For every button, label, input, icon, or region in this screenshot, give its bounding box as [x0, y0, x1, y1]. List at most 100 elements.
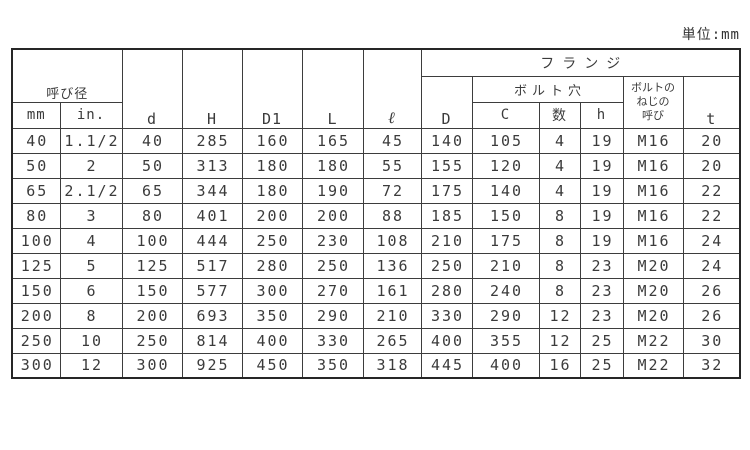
cell-L: 250 [301, 252, 364, 279]
cell-t: 22 [682, 177, 741, 204]
table-row: 250 10 250 814 400 330 265 400 355 12 25 M22 30 [11, 327, 741, 354]
cell-mm: 200 [11, 302, 61, 329]
cell-ell: 265 [362, 327, 422, 354]
cell-h: 23 [579, 302, 624, 329]
cell-bolt-thread: M22 [622, 352, 684, 379]
cell-L: 270 [301, 277, 364, 304]
cell-D: 185 [420, 202, 473, 229]
cell-D1: 200 [241, 202, 303, 229]
cell-mm: 125 [11, 252, 61, 279]
cell-mm: 50 [11, 152, 61, 179]
cell-ell: 108 [362, 227, 422, 254]
cell-d: 100 [121, 227, 183, 254]
cell-in: 2.1/2 [59, 177, 123, 204]
cell-in: 3 [59, 202, 123, 229]
cell-in: 8 [59, 302, 123, 329]
cell-H: 285 [181, 127, 243, 154]
header-d: d [121, 48, 183, 129]
header-L: L [301, 48, 364, 129]
cell-count: 16 [538, 352, 581, 379]
cell-L: 350 [301, 352, 364, 379]
cell-h: 19 [579, 227, 624, 254]
cell-D1: 450 [241, 352, 303, 379]
table-header: 呼び径 d H D1 L ℓ フランジ D ボルト穴 ボルトの ねじの 呼び t… [11, 48, 741, 129]
cell-ell: 161 [362, 277, 422, 304]
cell-h: 19 [579, 177, 624, 204]
cell-ell: 88 [362, 202, 422, 229]
cell-count: 8 [538, 227, 581, 254]
cell-in: 1.1/2 [59, 127, 123, 154]
table-row: 100 4 100 444 250 230 108 210 175 8 19 M16 24 [11, 227, 741, 254]
header-nominal-diameter: 呼び径 [11, 48, 123, 103]
cell-d: 300 [121, 352, 183, 379]
table-body: 40 1.1/2 40 285 160 165 45 140 105 4 19 M16 20 50 2 50 3… [11, 127, 741, 379]
cell-H: 577 [181, 277, 243, 304]
cell-h: 25 [579, 352, 624, 379]
cell-bolt-thread: M16 [622, 202, 684, 229]
cell-L: 230 [301, 227, 364, 254]
cell-bolt-thread: M20 [622, 302, 684, 329]
cell-in: 10 [59, 327, 123, 354]
cell-H: 925 [181, 352, 243, 379]
cell-t: 26 [682, 277, 741, 304]
cell-mm: 150 [11, 277, 61, 304]
cell-H: 313 [181, 152, 243, 179]
cell-h: 25 [579, 327, 624, 354]
table-row: 80 3 80 401 200 200 88 185 150 8 19 M16 22 [11, 202, 741, 229]
flange-dimension-table: 呼び径 d H D1 L ℓ フランジ D ボルト穴 ボルトの ねじの 呼び t… [11, 48, 742, 379]
header-H: H [181, 48, 243, 129]
cell-D: 175 [420, 177, 473, 204]
cell-count: 4 [538, 152, 581, 179]
cell-D1: 350 [241, 302, 303, 329]
cell-D: 155 [420, 152, 473, 179]
header-in: in. [59, 101, 123, 129]
cell-count: 8 [538, 202, 581, 229]
cell-H: 401 [181, 202, 243, 229]
cell-count: 4 [538, 127, 581, 154]
cell-mm: 65 [11, 177, 61, 204]
cell-C: 175 [471, 227, 540, 254]
cell-d: 50 [121, 152, 183, 179]
cell-ell: 210 [362, 302, 422, 329]
cell-D: 445 [420, 352, 473, 379]
cell-L: 180 [301, 152, 364, 179]
cell-t: 32 [682, 352, 741, 379]
cell-d: 150 [121, 277, 183, 304]
cell-d: 125 [121, 252, 183, 279]
cell-mm: 300 [11, 352, 61, 379]
cell-L: 165 [301, 127, 364, 154]
cell-h: 19 [579, 202, 624, 229]
cell-C: 120 [471, 152, 540, 179]
cell-h: 19 [579, 152, 624, 179]
header-ell: ℓ [362, 48, 422, 129]
cell-mm: 250 [11, 327, 61, 354]
cell-D1: 400 [241, 327, 303, 354]
table-row: 125 5 125 517 280 250 136 250 210 8 23 M20 24 [11, 252, 741, 279]
cell-t: 30 [682, 327, 741, 354]
header-flange-group: フランジ [420, 48, 741, 77]
cell-H: 814 [181, 327, 243, 354]
cell-bolt-thread: M16 [622, 152, 684, 179]
cell-L: 290 [301, 302, 364, 329]
cell-in: 5 [59, 252, 123, 279]
cell-C: 355 [471, 327, 540, 354]
header-D1: D1 [241, 48, 303, 129]
cell-L: 200 [301, 202, 364, 229]
cell-ell: 318 [362, 352, 422, 379]
cell-C: 240 [471, 277, 540, 304]
cell-in: 4 [59, 227, 123, 254]
cell-mm: 40 [11, 127, 61, 154]
cell-count: 12 [538, 327, 581, 354]
table-row: 65 2.1/2 65 344 180 190 72 175 140 4 19 M16 22 [11, 177, 741, 204]
cell-L: 330 [301, 327, 364, 354]
cell-C: 210 [471, 252, 540, 279]
cell-t: 22 [682, 202, 741, 229]
cell-ell: 55 [362, 152, 422, 179]
cell-D: 210 [420, 227, 473, 254]
header-bolt-holes-group: ボルト穴 [471, 75, 624, 103]
cell-H: 517 [181, 252, 243, 279]
cell-D1: 300 [241, 277, 303, 304]
cell-t: 26 [682, 302, 741, 329]
cell-h: 23 [579, 277, 624, 304]
header-D: D [420, 75, 473, 129]
